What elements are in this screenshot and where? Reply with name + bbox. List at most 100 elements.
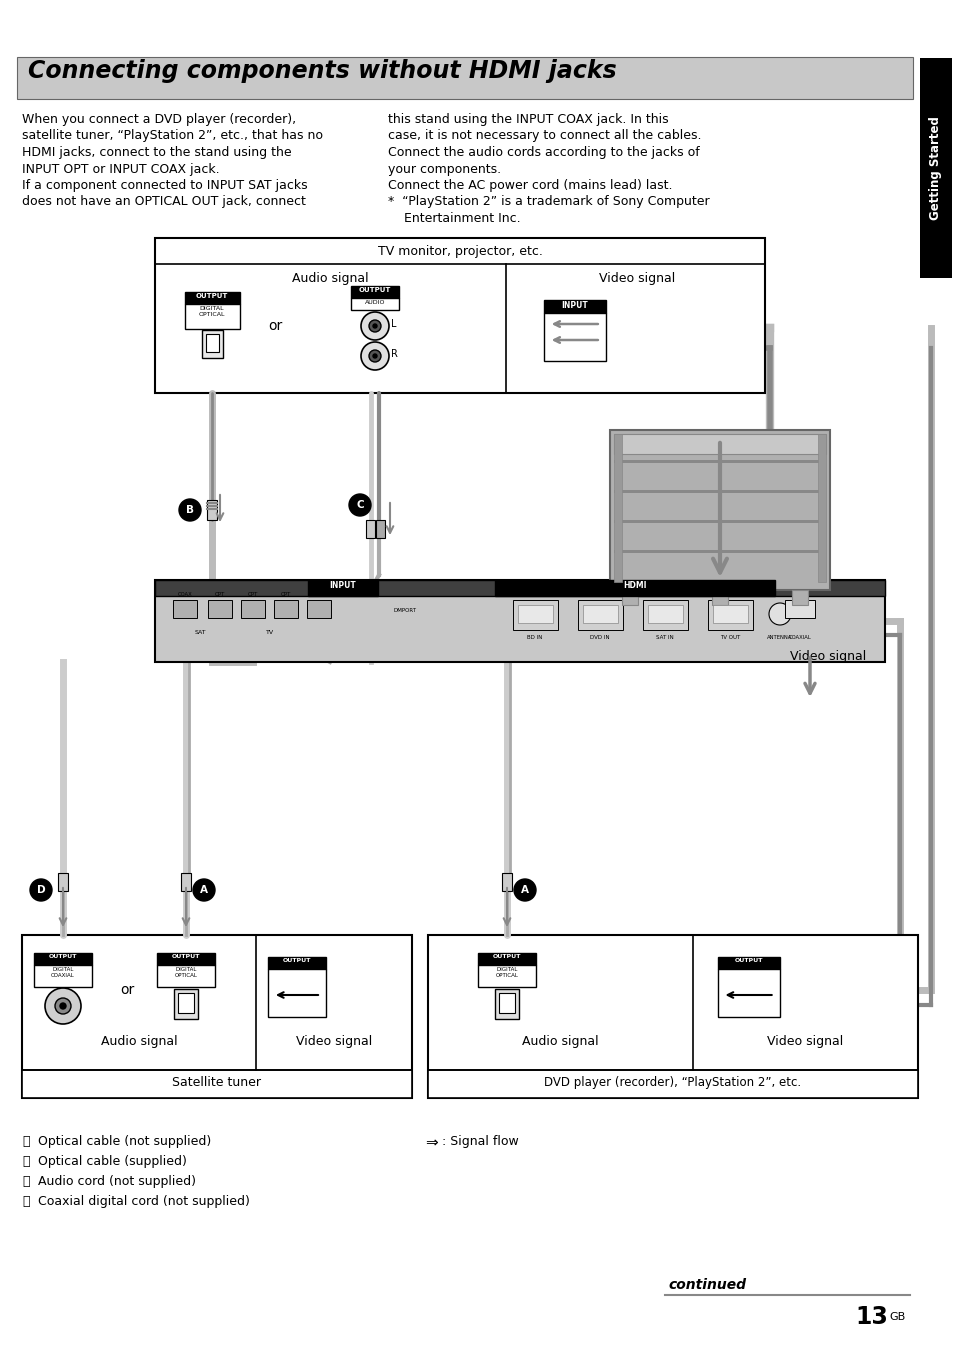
Text: If a component connected to INPUT SAT jacks: If a component connected to INPUT SAT ja… xyxy=(22,178,307,192)
Circle shape xyxy=(349,493,371,516)
Text: case, it is not necessary to connect all the cables.: case, it is not necessary to connect all… xyxy=(388,130,700,142)
Text: Audio signal: Audio signal xyxy=(292,272,368,285)
Text: COAX: COAX xyxy=(177,592,193,598)
Text: DIGITAL
OPTICAL: DIGITAL OPTICAL xyxy=(174,967,197,977)
Text: A: A xyxy=(520,886,529,895)
Text: SAT IN: SAT IN xyxy=(656,635,673,639)
Text: Audio signal: Audio signal xyxy=(101,1036,177,1048)
Bar xyxy=(495,990,518,1019)
Bar xyxy=(207,500,216,521)
Circle shape xyxy=(179,499,201,521)
Bar xyxy=(178,992,193,1013)
Text: INPUT: INPUT xyxy=(330,581,356,589)
Bar xyxy=(366,521,375,538)
Bar xyxy=(241,600,265,618)
Circle shape xyxy=(369,350,380,362)
Text: HDMI: HDMI xyxy=(622,581,646,589)
Circle shape xyxy=(768,603,790,625)
Bar xyxy=(578,600,622,630)
Text: 13: 13 xyxy=(854,1305,887,1329)
Text: continued: continued xyxy=(667,1278,745,1293)
Text: COAXIAL: COAXIAL xyxy=(788,635,810,639)
Text: DIGITAL
OPTICAL: DIGITAL OPTICAL xyxy=(495,967,517,977)
Bar xyxy=(173,990,198,1019)
Text: R: R xyxy=(391,349,397,360)
Text: Video signal: Video signal xyxy=(598,272,675,285)
Text: Ⓒ: Ⓒ xyxy=(22,1175,30,1188)
Circle shape xyxy=(373,354,376,358)
Text: Ⓐ: Ⓐ xyxy=(22,1134,30,1148)
Bar xyxy=(185,292,240,304)
Text: satellite tuner, “PlayStation 2”, etc., that has no: satellite tuner, “PlayStation 2”, etc., … xyxy=(22,130,323,142)
Bar xyxy=(268,957,326,969)
Bar xyxy=(495,580,774,596)
Circle shape xyxy=(193,879,214,900)
Text: OUTPUT: OUTPUT xyxy=(734,959,762,963)
Bar xyxy=(707,600,752,630)
Bar xyxy=(513,600,558,630)
Text: OPT: OPT xyxy=(214,592,225,598)
Text: GB: GB xyxy=(888,1311,904,1322)
Bar xyxy=(181,873,191,891)
Bar xyxy=(157,965,214,987)
Text: OUTPUT: OUTPUT xyxy=(493,955,520,959)
Bar xyxy=(351,287,398,297)
Bar xyxy=(428,936,917,1098)
Circle shape xyxy=(60,1003,66,1009)
Text: Audio signal: Audio signal xyxy=(521,1036,598,1048)
Text: Video signal: Video signal xyxy=(766,1036,842,1048)
Text: INPUT OPT or INPUT COAX jack.: INPUT OPT or INPUT COAX jack. xyxy=(22,162,219,176)
Bar xyxy=(206,334,219,352)
Bar xyxy=(202,330,223,358)
Bar xyxy=(517,604,553,623)
Bar xyxy=(477,953,536,965)
Bar xyxy=(717,969,779,1017)
Text: or: or xyxy=(268,319,282,333)
Bar xyxy=(712,604,747,623)
Bar xyxy=(208,600,232,618)
Bar xyxy=(154,580,884,662)
Bar xyxy=(157,953,214,965)
Circle shape xyxy=(360,312,389,339)
Text: TV monitor, projector, etc.: TV monitor, projector, etc. xyxy=(377,245,542,258)
Bar xyxy=(817,434,825,581)
Bar xyxy=(614,521,825,523)
Bar xyxy=(498,992,515,1013)
Bar xyxy=(17,57,912,99)
Bar xyxy=(172,600,196,618)
Circle shape xyxy=(360,342,389,370)
Text: DMPORT: DMPORT xyxy=(393,608,416,612)
Text: Entertainment Inc.: Entertainment Inc. xyxy=(388,212,520,224)
Bar xyxy=(185,304,240,329)
Text: *  “PlayStation 2” is a trademark of Sony Computer: * “PlayStation 2” is a trademark of Sony… xyxy=(388,196,709,208)
Bar xyxy=(642,600,687,630)
Text: Ⓑ: Ⓑ xyxy=(22,1155,30,1168)
Bar xyxy=(22,936,412,1098)
Circle shape xyxy=(45,988,81,1023)
Bar xyxy=(428,1069,917,1098)
Bar xyxy=(34,965,91,987)
Text: C: C xyxy=(355,500,363,510)
Text: Audio cord (not supplied): Audio cord (not supplied) xyxy=(38,1175,195,1188)
Bar xyxy=(919,58,951,279)
Bar xyxy=(791,589,807,604)
Text: your components.: your components. xyxy=(388,162,500,176)
Text: OUTPUT: OUTPUT xyxy=(195,293,228,299)
Text: OUTPUT: OUTPUT xyxy=(358,287,391,293)
Bar xyxy=(308,580,377,596)
Text: Satellite tuner: Satellite tuner xyxy=(172,1076,261,1088)
Bar xyxy=(582,604,618,623)
Bar xyxy=(614,550,825,553)
Circle shape xyxy=(30,879,52,900)
Bar xyxy=(614,434,825,454)
Text: OUTPUT: OUTPUT xyxy=(172,955,200,959)
Circle shape xyxy=(55,998,71,1014)
Text: TV: TV xyxy=(266,630,274,635)
Bar xyxy=(609,430,829,589)
Bar xyxy=(307,600,331,618)
Text: : Signal flow: : Signal flow xyxy=(441,1134,518,1148)
Bar xyxy=(22,1069,412,1098)
Bar xyxy=(543,314,605,361)
Bar xyxy=(154,238,764,393)
Text: HDMI jacks, connect to the stand using the: HDMI jacks, connect to the stand using t… xyxy=(22,146,292,160)
